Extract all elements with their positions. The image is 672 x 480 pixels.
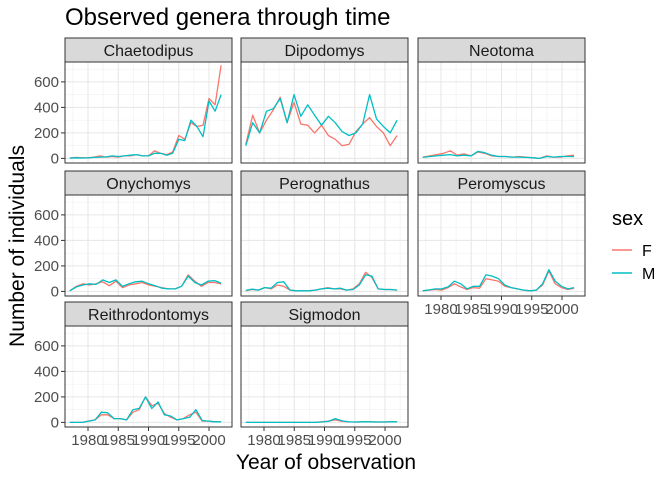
y-tick-label: 600: [34, 74, 59, 91]
y-tick-label: 400: [34, 99, 59, 116]
y-tick-label: 0: [51, 414, 59, 431]
facet-strip: [240, 170, 409, 196]
facet-strip-label: Sigmodon: [288, 307, 360, 324]
facet-onychomys: Onychomys 0 200 400 600: [34, 170, 233, 300]
x-tick-label: 1990: [485, 301, 518, 318]
y-tick-label: 600: [34, 207, 59, 224]
series-line-m: [422, 269, 575, 292]
series-line-m: [245, 93, 398, 146]
facet-strip-label: Dipodomys: [284, 43, 364, 60]
facet-chaetodipus: Chaetodipus 0 200 400 600: [34, 37, 233, 167]
facet-strip-label: Chaetodipus: [104, 43, 194, 60]
facet-strip-label: Peromyscus: [457, 176, 545, 193]
chart-title: Observed genera through time: [65, 4, 391, 31]
panel-border: [64, 194, 233, 297]
panel-border: [64, 61, 233, 164]
series-line-m: [69, 94, 222, 159]
facet-strip: [64, 170, 233, 196]
legend-label-m: M: [642, 266, 655, 283]
x-tick-label: 1980: [247, 432, 280, 449]
y-tick-label: 600: [34, 338, 59, 355]
y-tick-label: 0: [51, 283, 59, 300]
series-line-m: [245, 417, 398, 424]
x-tick-label: 1990: [308, 432, 341, 449]
legend: sex F M: [612, 208, 655, 283]
x-tick-label: 1980: [424, 301, 457, 318]
x-tick-label: 2000: [545, 301, 578, 318]
x-tick-label: 1985: [102, 432, 135, 449]
x-tick-label: 1985: [455, 301, 488, 318]
facet-neotoma: Neotoma: [417, 37, 586, 164]
facet-strip-label: Onychomys: [106, 176, 190, 193]
x-tick-label: 1980: [71, 432, 104, 449]
legend-label-f: F: [642, 243, 652, 260]
x-tick-label: 1985: [278, 432, 311, 449]
panel-border: [240, 61, 409, 164]
facet-strip: [417, 37, 586, 63]
y-tick-label: 200: [34, 258, 59, 275]
x-tick-label: 1995: [338, 432, 371, 449]
series-line-m: [69, 396, 222, 424]
legend-title: sex: [612, 208, 643, 230]
facet-perognathus: Perognathus: [240, 170, 409, 297]
facet-strip: [417, 170, 586, 196]
facet-panels: Chaetodipus 0 200 400 600 Dipodomys Neotoma Ony…: [34, 37, 586, 449]
panel-border: [240, 194, 409, 297]
facet-strip: [240, 301, 409, 327]
panel-border: [417, 61, 586, 164]
x-axis-title: Year of observation: [236, 451, 416, 474]
facet-dipodomys: Dipodomys: [240, 37, 409, 164]
x-tick-label: 1995: [162, 432, 195, 449]
facet-reithrodontomys: Reithrodontomys 0 200 400 600 198019851990199…: [34, 301, 233, 449]
y-tick-label: 200: [34, 389, 59, 406]
series-line-m: [245, 274, 398, 292]
y-tick-label: 200: [34, 125, 59, 142]
x-tick-label: 1990: [132, 432, 165, 449]
facet-strip: [64, 37, 233, 63]
y-axis-title: Number of individuals: [6, 145, 29, 347]
x-tick-label: 1995: [515, 301, 548, 318]
y-tick-label: 400: [34, 232, 59, 249]
y-tick-label: 400: [34, 363, 59, 380]
series-line-m: [422, 150, 575, 160]
x-tick-label: 2000: [368, 432, 401, 449]
series-line-m: [69, 275, 222, 292]
y-tick-label: 0: [51, 150, 59, 167]
facet-strip-label: Reithrodontomys: [88, 307, 209, 324]
facet-strip-label: Perognathus: [279, 176, 370, 193]
x-tick-label: 2000: [192, 432, 225, 449]
facet-strip-label: Neotoma: [469, 43, 534, 60]
